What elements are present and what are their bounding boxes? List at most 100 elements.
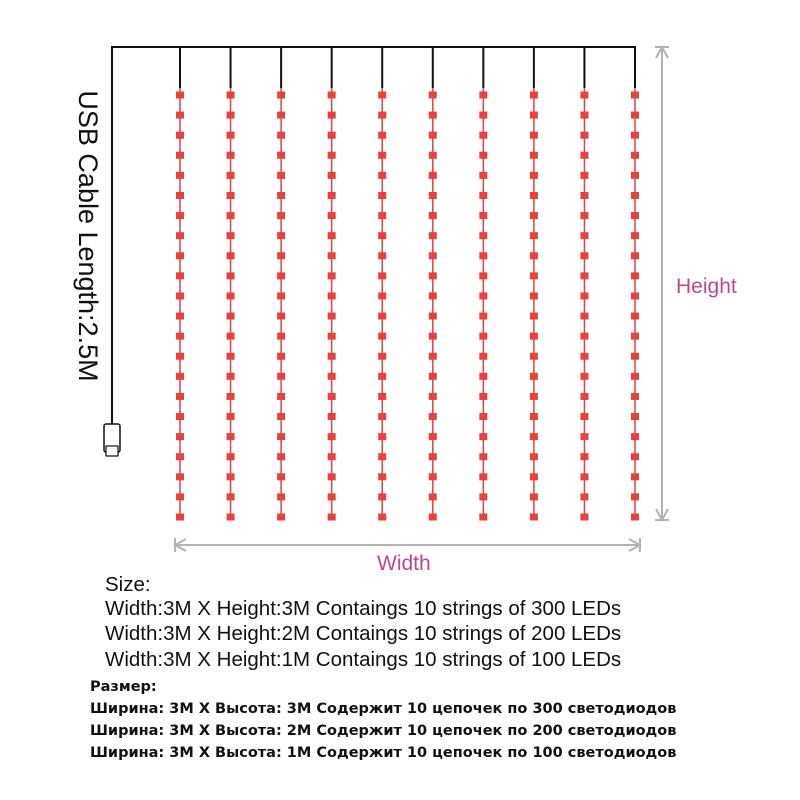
led-bulb [176,171,184,179]
led-bulb [580,513,589,521]
led-bulb [428,392,437,400]
led-bulb [479,372,488,380]
led-bulb [479,232,488,240]
led-bulb [428,91,437,99]
led-bulb [479,151,488,159]
led-bulb [378,232,387,240]
led-bulb [580,171,589,179]
led-bulb [479,392,488,400]
light-string [277,47,286,521]
led-bulb [327,171,336,179]
led-bulb [176,232,184,240]
led-bulb [580,151,589,159]
led-bulb [378,91,387,99]
led-bulb [277,171,286,179]
led-bulb [479,91,488,99]
led-bulb [327,272,336,280]
led-bulb [631,513,639,521]
led-bulb [327,392,336,400]
light-string [479,47,488,521]
led-bulb [631,413,639,421]
led-bulb [631,272,639,280]
led-bulb [428,151,437,159]
led-bulb [327,151,336,159]
led-bulb [580,91,589,99]
led-bulb [226,413,235,421]
led-bulb [580,111,589,119]
led-bulb [580,252,589,260]
led-bulb [176,493,184,501]
led-bulb [428,352,437,360]
led-bulb [176,191,184,199]
led-bulb [378,372,387,380]
led-bulb [378,151,387,159]
width-arrow-icon [172,538,643,552]
led-bulb [631,372,639,380]
led-bulb [327,453,336,461]
led-bulb [176,292,184,300]
led-bulb [529,413,538,421]
led-bulb [378,473,387,481]
led-bulb [428,372,437,380]
led-bulb [327,513,336,521]
led-bulb [631,252,639,260]
led-bulb [327,292,336,300]
led-bulb [226,91,235,99]
led-bulb [277,473,286,481]
led-bulb [327,232,336,240]
led-bulb [580,212,589,220]
led-bulb [529,513,538,521]
led-bulb [176,513,184,521]
led-bulb [479,513,488,521]
led-bulb [378,413,387,421]
led-bulb [277,111,286,119]
led-bulb [226,151,235,159]
led-bulb [529,151,538,159]
led-bulb [479,272,488,280]
led-bulb [176,252,184,260]
size-heading-ru: Размер: [90,679,157,695]
led-bulb [277,312,286,320]
led-bulb [428,252,437,260]
led-bulb [580,131,589,139]
led-bulb [176,212,184,220]
led-bulb [378,392,387,400]
led-bulb [378,171,387,179]
led-bulb [378,212,387,220]
led-bulb [631,91,639,99]
led-bulb [479,312,488,320]
led-bulb [631,493,639,501]
led-bulb [277,191,286,199]
led-bulb [428,332,437,340]
led-bulb [277,232,286,240]
led-bulb [428,131,437,139]
led-bulb [277,413,286,421]
led-bulb [327,191,336,199]
led-bulb [327,433,336,441]
led-bulb [631,151,639,159]
led-bulb [580,453,589,461]
led-bulb [580,392,589,400]
usb-cable [111,46,636,418]
led-bulb [327,413,336,421]
led-bulb [327,91,336,99]
led-bulb [176,372,184,380]
led-bulb [226,212,235,220]
led-bulb [277,392,286,400]
led-bulb [529,372,538,380]
curtain-light-diagram [103,44,669,552]
led-bulb [378,513,387,521]
led-bulb [631,212,639,220]
led-bulb [277,91,286,99]
led-bulb [176,433,184,441]
led-bulb [428,272,437,280]
led-bulb [176,352,184,360]
led-bulb [529,453,538,461]
led-bulb [378,453,387,461]
led-bulb [428,453,437,461]
led-bulb [226,292,235,300]
led-bulb [529,493,538,501]
light-strings [176,47,639,521]
led-bulb [428,473,437,481]
led-bulb [327,111,336,119]
